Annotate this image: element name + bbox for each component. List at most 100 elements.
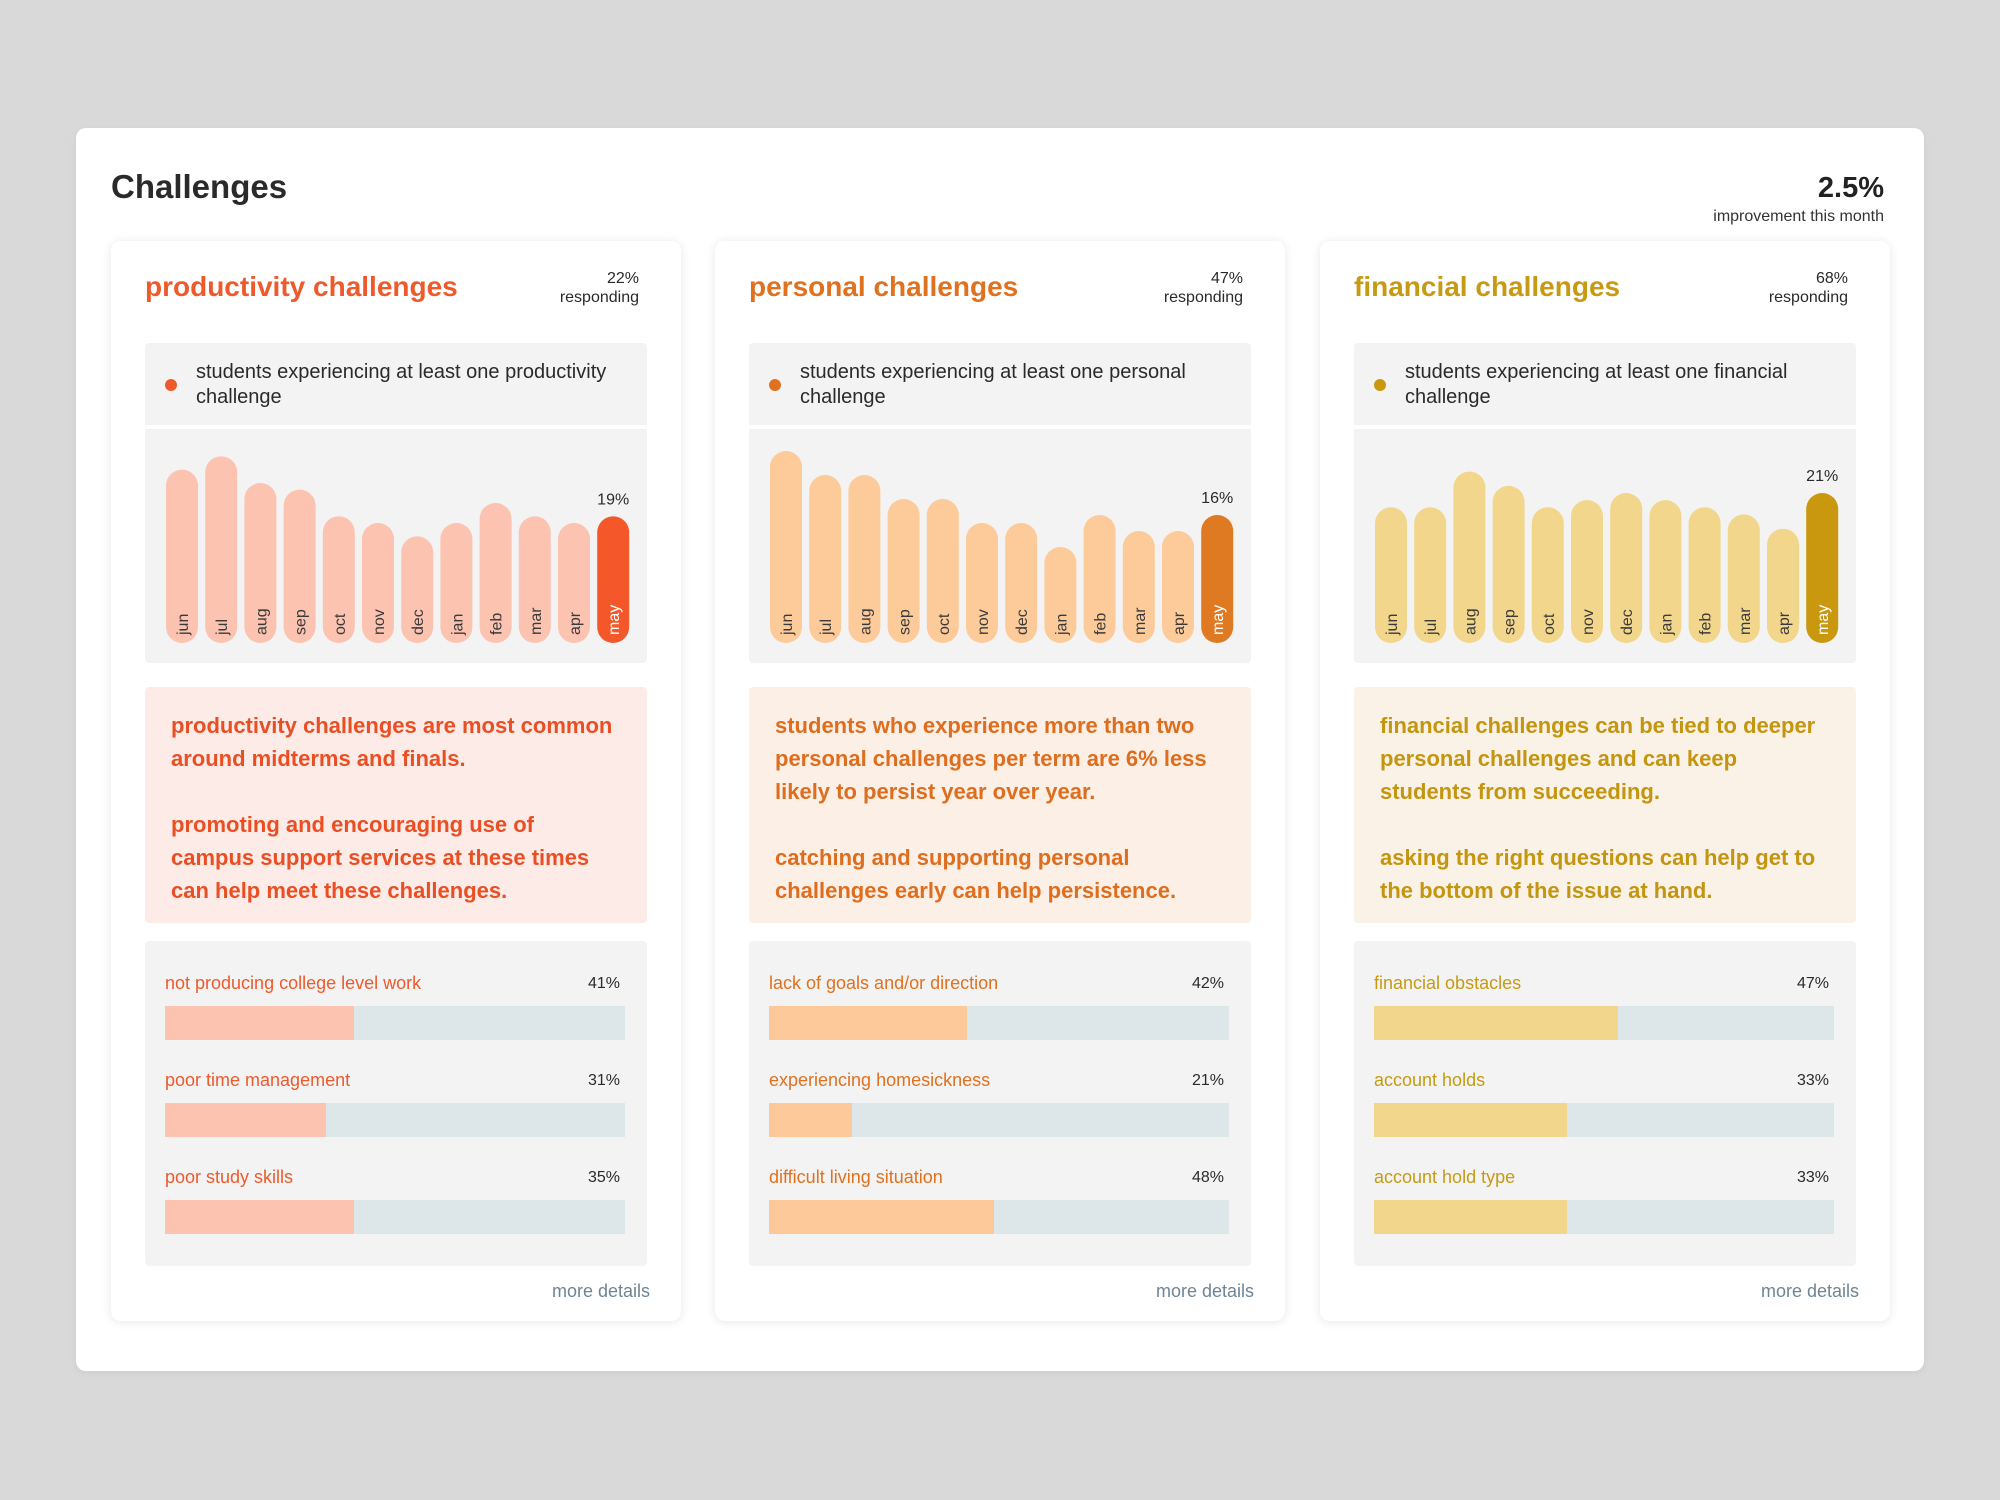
card-title: personal challenges — [749, 271, 1019, 302]
factor-bar-track — [1374, 1103, 1834, 1137]
factor-bar-track — [165, 1006, 625, 1040]
bar-oct — [322, 516, 355, 643]
bar-mar — [518, 516, 551, 643]
insight-text: asking the right questions can help get … — [1380, 845, 1816, 903]
month-label: nov — [1580, 609, 1597, 635]
factor-bar-track — [1374, 1200, 1834, 1234]
factor-item: account holds 33% — [1374, 1069, 1834, 1149]
factor-bar-track — [165, 1200, 625, 1234]
personal-challenges-card: personal challenges 47% responding stude… — [715, 241, 1285, 1321]
month-label: nov — [975, 609, 992, 635]
factor-pct: 33% — [1796, 1169, 1829, 1186]
bar-dec — [1005, 523, 1038, 643]
legend-text: students experiencing at least one perso… — [800, 361, 1186, 408]
productivity-challenges-card: productivity challenges 22% responding s… — [111, 241, 681, 1321]
responding-pct: 47% — [1210, 270, 1243, 287]
page-title: Challenges — [111, 168, 288, 205]
month-label: jul — [214, 619, 231, 636]
insight-text: promoting and encouraging use of campus … — [171, 812, 590, 903]
month-label: dec — [1014, 609, 1031, 635]
monthly-bar-chart: jun jul aug sep oct nov dec jan feb mar apr may 19% — [145, 429, 647, 663]
legend-text: students experiencing at least one produ… — [196, 361, 607, 408]
bar-jan — [1649, 500, 1682, 643]
factor-bar-fill — [1374, 1200, 1568, 1234]
insight-box: productivity challenges are most common … — [145, 687, 647, 923]
month-label: dec — [1619, 609, 1636, 635]
month-label: jun — [175, 614, 192, 636]
month-label: may — [1815, 605, 1832, 635]
legend-dot-icon — [769, 379, 781, 391]
current-month-value-label: 16% — [1201, 490, 1233, 507]
factor-label: not producing college level work — [165, 973, 422, 993]
bar-feb — [1083, 515, 1116, 643]
bar-oct — [926, 499, 959, 643]
month-label: jul — [1423, 619, 1440, 636]
bar-sep — [887, 499, 920, 643]
bar-chart-svg: jun jul aug sep oct nov dec jan feb mar apr may 21% — [1375, 468, 1838, 643]
responding-pct: 22% — [606, 270, 639, 287]
chart-legend: students experiencing at least one perso… — [749, 343, 1251, 425]
responding-rate: 22% responding — [560, 269, 639, 307]
bar-aug — [848, 475, 881, 643]
bar-jun — [1375, 507, 1407, 643]
factor-list: financial obstacles 47% account holds 33… — [1354, 941, 1856, 1266]
month-label: sep — [293, 609, 310, 635]
bar-mar — [1122, 531, 1155, 643]
factor-label: poor study skills — [165, 1167, 294, 1187]
more-details-link[interactable]: more details — [551, 1281, 650, 1301]
improvement-value: 2.5% — [1817, 172, 1884, 204]
month-label: feb — [1093, 613, 1110, 635]
month-label: jan — [1053, 614, 1070, 636]
bar-jul — [1414, 507, 1447, 643]
bar-dec — [1610, 493, 1643, 643]
factor-item: difficult living situation 48% — [769, 1166, 1229, 1246]
chart-legend: students experiencing at least one finan… — [1354, 343, 1856, 425]
factor-bar-fill — [1374, 1006, 1618, 1040]
responding-rate: 68% responding — [1769, 269, 1848, 307]
factor-label: experiencing homesickness — [769, 1070, 991, 1090]
month-label: mar — [528, 607, 545, 635]
factor-pct: 47% — [1796, 975, 1829, 992]
month-label: nov — [371, 609, 388, 635]
factor-label: difficult living situation — [769, 1167, 943, 1187]
insight-box: financial challenges can be tied to deep… — [1354, 687, 1856, 923]
financial-challenges-card: financial challenges 68% responding stud… — [1320, 241, 1890, 1321]
insight-text: catching and supporting personal challen… — [775, 845, 1177, 903]
insight-text: students who experience more than two pe… — [775, 713, 1207, 804]
responding-pct: 68% — [1815, 270, 1848, 287]
more-details-link[interactable]: more details — [1760, 1281, 1859, 1301]
month-label: apr — [1171, 611, 1188, 635]
factor-pct: 31% — [587, 1072, 620, 1089]
bar-apr — [558, 523, 590, 643]
factor-bar-fill — [165, 1103, 326, 1137]
card-title: financial challenges — [1354, 271, 1621, 302]
factor-bar-fill — [769, 1200, 995, 1234]
factor-item: poor time management 31% — [165, 1069, 625, 1149]
bar-dec — [401, 536, 434, 643]
month-label: sep — [1502, 609, 1519, 635]
month-label: jan — [449, 614, 466, 636]
bar-feb — [1688, 507, 1721, 643]
responding-rate: 47% responding — [1164, 269, 1243, 307]
bar-jul — [205, 456, 238, 643]
challenges-panel: Challenges 2.5% improvement this month p… — [76, 128, 1924, 1371]
factor-pct: 35% — [587, 1169, 620, 1186]
responding-label: responding — [559, 289, 639, 306]
card-title: productivity challenges — [145, 271, 458, 302]
month-label: oct — [1541, 613, 1558, 635]
bar-feb — [479, 503, 512, 643]
month-label: may — [606, 605, 623, 635]
factor-bar-fill — [165, 1006, 354, 1040]
responding-label: responding — [1163, 289, 1243, 306]
factor-item: financial obstacles 47% — [1374, 972, 1834, 1052]
bar-apr — [1767, 528, 1799, 643]
month-label: aug — [253, 608, 270, 635]
insight-text: productivity challenges are most common … — [171, 713, 613, 771]
insight-text: financial challenges can be tied to deep… — [1380, 713, 1816, 804]
month-label: dec — [410, 609, 427, 635]
bar-chart-svg: jun jul aug sep oct nov dec jan feb mar apr may 16% — [770, 451, 1233, 643]
factor-item: not producing college level work 41% — [165, 972, 625, 1052]
more-details-link[interactable]: more details — [1155, 1281, 1254, 1301]
bar-sep — [283, 489, 316, 643]
monthly-bar-chart: jun jul aug sep oct nov dec jan feb mar apr may 16% — [749, 429, 1251, 663]
